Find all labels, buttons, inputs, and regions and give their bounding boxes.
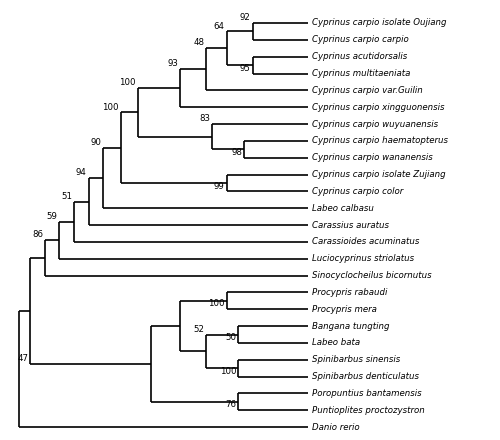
Text: 52: 52 xyxy=(194,325,204,334)
Text: 99: 99 xyxy=(214,182,224,191)
Text: Cyprinus carpio wuyuanensis: Cyprinus carpio wuyuanensis xyxy=(312,120,438,128)
Text: 76: 76 xyxy=(226,400,236,410)
Text: 83: 83 xyxy=(199,114,210,123)
Text: Cyprinus multitaeniata: Cyprinus multitaeniata xyxy=(312,69,410,78)
Text: 48: 48 xyxy=(194,38,204,48)
Text: Luciocyprinus striolatus: Luciocyprinus striolatus xyxy=(312,254,414,263)
Text: 59: 59 xyxy=(46,212,58,221)
Text: 92: 92 xyxy=(240,13,251,22)
Text: Carassius auratus: Carassius auratus xyxy=(312,220,388,230)
Text: 47: 47 xyxy=(18,354,28,363)
Text: 51: 51 xyxy=(61,192,72,201)
Text: Cyprinus carpio isolate Oujiang: Cyprinus carpio isolate Oujiang xyxy=(312,18,446,27)
Text: Cyprinus carpio xingguonensis: Cyprinus carpio xingguonensis xyxy=(312,103,444,112)
Text: Cyprinus acutidorsalis: Cyprinus acutidorsalis xyxy=(312,52,407,61)
Text: 100: 100 xyxy=(220,367,236,376)
Text: 98: 98 xyxy=(232,148,242,157)
Text: Spinibarbus denticulatus: Spinibarbus denticulatus xyxy=(312,372,418,381)
Text: Cyprinus carpio var.Guilin: Cyprinus carpio var.Guilin xyxy=(312,86,422,95)
Text: Cyprinus carpio haematopterus: Cyprinus carpio haematopterus xyxy=(312,136,448,145)
Text: 100: 100 xyxy=(208,299,224,308)
Text: 100: 100 xyxy=(102,103,118,112)
Text: 95: 95 xyxy=(240,64,251,73)
Text: 100: 100 xyxy=(120,78,136,88)
Text: 50: 50 xyxy=(226,333,236,342)
Text: Labeo bata: Labeo bata xyxy=(312,338,360,348)
Text: Procypris mera: Procypris mera xyxy=(312,305,376,314)
Text: Labeo calbasu: Labeo calbasu xyxy=(312,204,374,213)
Text: Cyprinus carpio wananensis: Cyprinus carpio wananensis xyxy=(312,153,432,162)
Text: Cyprinus carpio carpio: Cyprinus carpio carpio xyxy=(312,35,408,44)
Text: 90: 90 xyxy=(90,138,101,147)
Text: 86: 86 xyxy=(32,231,43,239)
Text: Poropuntius bantamensis: Poropuntius bantamensis xyxy=(312,389,422,398)
Text: 64: 64 xyxy=(214,22,224,30)
Text: Spinibarbus sinensis: Spinibarbus sinensis xyxy=(312,355,400,364)
Text: Cyprinus carpio isolate Zujiang: Cyprinus carpio isolate Zujiang xyxy=(312,170,446,179)
Text: Cyprinus carpio color: Cyprinus carpio color xyxy=(312,187,403,196)
Text: Carassioides acuminatus: Carassioides acuminatus xyxy=(312,238,419,246)
Text: 94: 94 xyxy=(76,168,86,177)
Text: Puntioplites proctozystron: Puntioplites proctozystron xyxy=(312,406,424,415)
Text: Bangana tungting: Bangana tungting xyxy=(312,322,389,330)
Text: Procypris rabaudi: Procypris rabaudi xyxy=(312,288,387,297)
Text: 93: 93 xyxy=(168,59,178,69)
Text: Danio rerio: Danio rerio xyxy=(312,422,360,432)
Text: Sinocyclocheilus bicornutus: Sinocyclocheilus bicornutus xyxy=(312,271,432,280)
